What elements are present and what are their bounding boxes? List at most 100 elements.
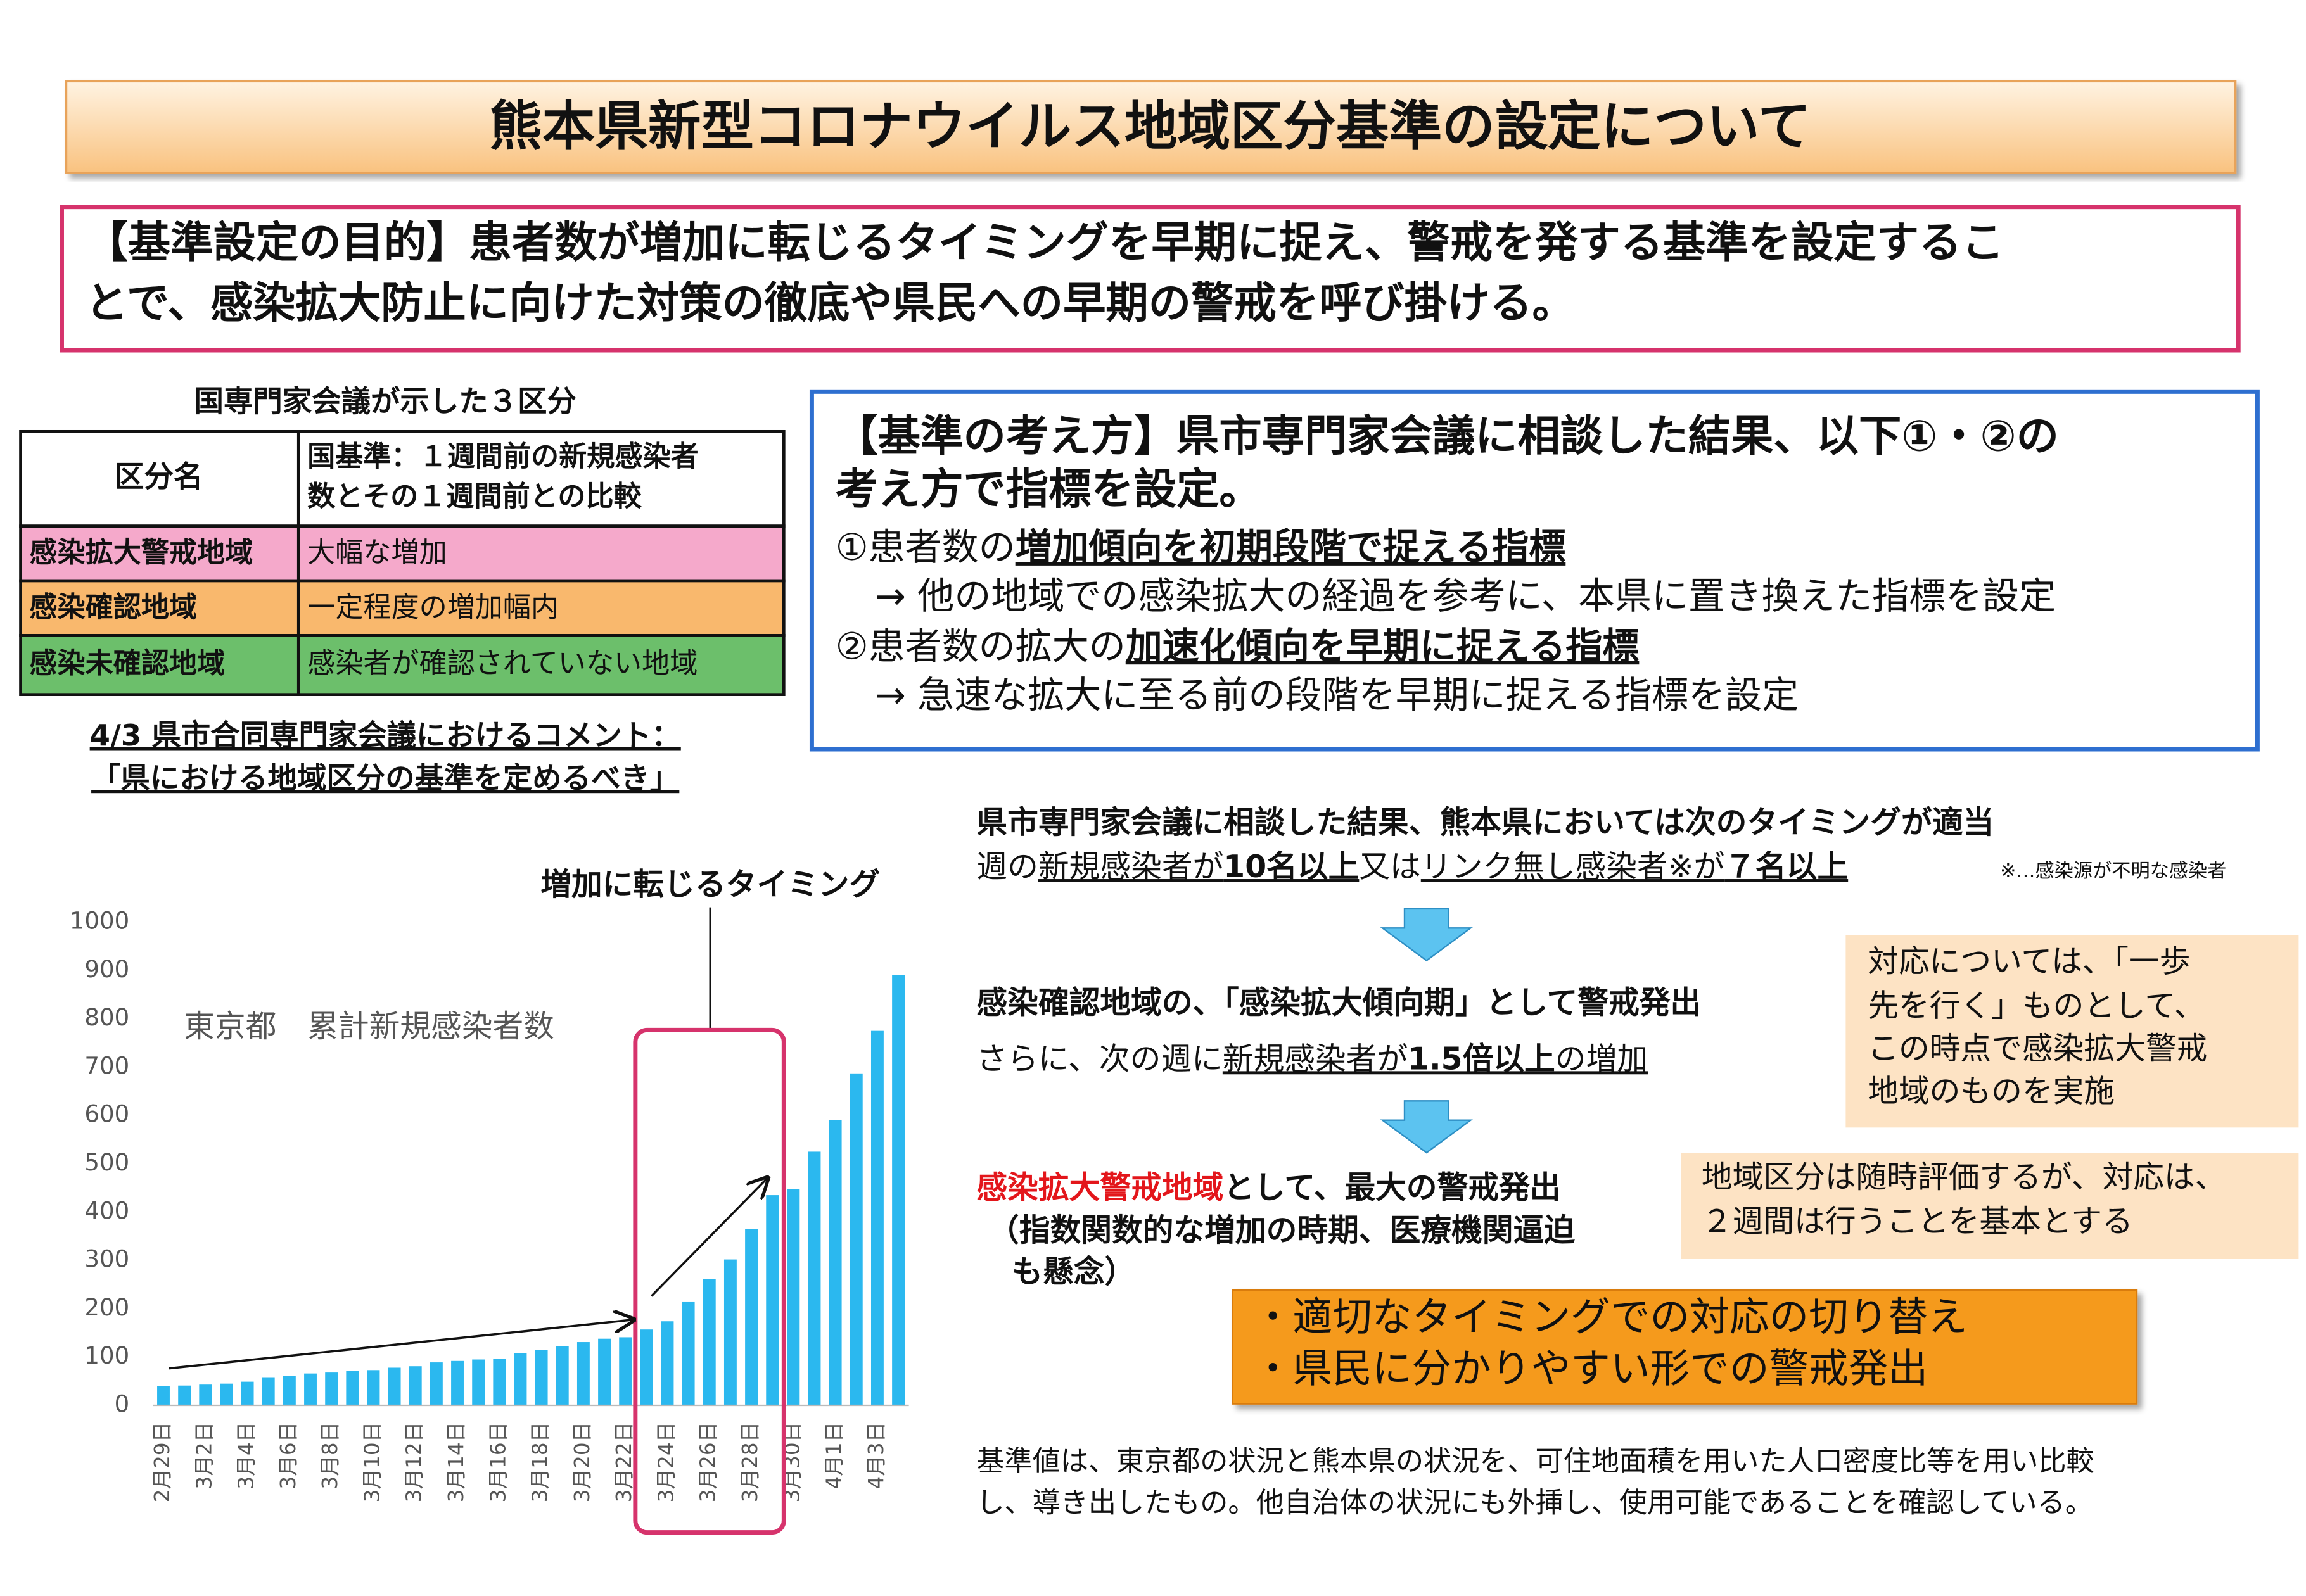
stage2-detail: （指数関数的な増加の時期、医療機関逼迫 <box>988 1212 1575 1248</box>
table-title: 国専門家会議が示した３区分 <box>194 384 576 418</box>
bar <box>283 1376 296 1405</box>
bar <box>409 1366 422 1405</box>
bar <box>829 1120 842 1405</box>
down-arrow <box>1380 1100 1473 1154</box>
bar <box>535 1350 548 1405</box>
chart-annotation: 増加に転じるタイミング <box>540 866 880 902</box>
criteria-part: 10名以上 <box>1223 849 1359 885</box>
y-tick-label: 800 <box>84 1003 129 1031</box>
x-tick-label: 3月8日 <box>318 1422 342 1490</box>
bar <box>598 1338 611 1405</box>
bar <box>787 1189 800 1405</box>
table-header: 数とその１週間前との比較 <box>307 480 642 512</box>
note-line: 地域区分は随時評価するが、対応は、 <box>1702 1159 2226 1195</box>
note-line: ２週間は行うことを基本とする <box>1702 1203 2133 1239</box>
title-bar <box>65 80 2237 174</box>
item-emphasis: 増加傾向を初期段階で捉える指標 <box>1016 526 1566 569</box>
table-cell: 感染確認地域 <box>29 591 197 623</box>
point: ・適切なタイミングでの対応の切り替え <box>1253 1294 1968 1340</box>
chart-title: 東京都 累計新規感染者数 <box>184 1008 554 1044</box>
trend-arrow <box>651 1178 767 1297</box>
table-cell: 感染未確認地域 <box>29 647 225 680</box>
x-tick-label: 3月14日 <box>444 1422 468 1503</box>
bar <box>682 1301 695 1405</box>
bar <box>157 1386 170 1405</box>
y-tick-label: 1000 <box>70 906 129 934</box>
table-header: 区分名 <box>115 459 203 493</box>
x-tick-label: 3月18日 <box>528 1422 552 1503</box>
criteria-part: 又は <box>1359 849 1420 885</box>
condition-part: 1.5倍以上 <box>1408 1041 1555 1077</box>
note-line: 対応については、「一歩 <box>1868 943 2190 979</box>
y-tick-label: 200 <box>84 1293 129 1321</box>
stage2-detail: も懸念） <box>1012 1253 1135 1289</box>
note-line: この時点で感染拡大警戒 <box>1868 1030 2207 1067</box>
comment-line: 4/3 県市合同専門家会議におけるコメント： <box>90 718 681 752</box>
approach-note: → 他の地域での感染拡大の経過を参考に、本県に置き換えた指標を設定 <box>875 574 2056 618</box>
x-tick-label: 3月10日 <box>360 1422 385 1503</box>
comment-line: 「県における地域区分の基準を定めるべき」 <box>91 761 679 795</box>
x-tick-label: 3月22日 <box>612 1422 636 1503</box>
timing-heading: 県市専門家会議に相談した結果、熊本県においては次のタイミングが適当 <box>976 804 1994 840</box>
bar <box>178 1385 191 1405</box>
bar <box>325 1372 338 1405</box>
approach-item: ①患者数の増加傾向を初期段階で捉える指標 <box>836 526 1566 569</box>
y-tick-label: 300 <box>84 1245 129 1273</box>
bar <box>556 1346 569 1405</box>
approach-box <box>809 389 2260 752</box>
approach-line: 考え方で指標を設定。 <box>836 464 1262 514</box>
stage2: 感染拡大警戒地域として、最大の警戒発出 <box>976 1169 1560 1205</box>
bar <box>723 1259 737 1405</box>
item-prefix: ②患者数の拡大の <box>836 624 1126 668</box>
table-cell: 大幅な増加 <box>307 536 447 569</box>
x-tick-label: 3月4日 <box>234 1422 258 1490</box>
stage1: 感染確認地域の、「感染拡大傾向期」として警戒発出 <box>976 985 1701 1021</box>
table-cell: 感染者が確認されていない地域 <box>307 647 698 680</box>
purpose-line: 【基準設定の目的】患者数が増加に転じるタイミングを早期に捉え、警戒を発する基準を… <box>86 217 2004 267</box>
bar <box>346 1371 359 1405</box>
bar <box>640 1329 653 1405</box>
note-box <box>1681 1153 2299 1259</box>
approach-item: ②患者数の拡大の加速化傾向を早期に捉える指標 <box>836 624 1640 668</box>
bar <box>220 1383 233 1405</box>
note-line: 先を行く」ものとして、 <box>1868 987 2205 1023</box>
x-tick-label: 3月26日 <box>696 1422 720 1503</box>
purpose-box <box>60 205 2241 353</box>
basis-line: し、導き出したもの。他自治体の状況にも外挿し、使用可能であることを確認している。 <box>976 1486 2093 1519</box>
note-line: 地域のものを実施 <box>1868 1074 2115 1110</box>
y-tick-label: 400 <box>84 1196 129 1224</box>
table-cell: 一定程度の増加幅内 <box>307 591 559 623</box>
condition-part: さらに、次の週に <box>976 1041 1222 1077</box>
bar <box>304 1373 317 1405</box>
bar <box>451 1360 464 1405</box>
x-tick-label: 3月2日 <box>192 1422 216 1490</box>
bar <box>241 1381 254 1405</box>
point: ・県民に分かりやすい形での警戒発出 <box>1253 1345 1928 1391</box>
note-box <box>1845 935 2299 1128</box>
approach-note: → 急速な拡大に至る前の段階を早期に捉える指標を設定 <box>875 673 1799 716</box>
y-tick-label: 900 <box>84 955 129 983</box>
item-prefix: ①患者数の <box>836 526 1016 569</box>
bar <box>745 1229 758 1405</box>
table-cell: 感染拡大警戒地域 <box>29 536 253 569</box>
y-tick-label: 600 <box>84 1100 129 1128</box>
bar <box>262 1378 275 1405</box>
bar <box>766 1195 779 1405</box>
x-tick-label: 3月20日 <box>570 1422 594 1503</box>
bar <box>850 1073 863 1405</box>
x-tick-label: 3月6日 <box>276 1422 300 1490</box>
chart: 4月3日4月1日3月30日3月28日3月26日3月24日3月22日3月20日3月… <box>70 866 909 1535</box>
bar <box>870 1030 884 1405</box>
bar <box>892 975 905 1405</box>
condition-part: 新規感染者が <box>1223 1041 1408 1077</box>
x-tick-label: 3月12日 <box>402 1422 426 1503</box>
basis-line: 基準値は、東京都の状況と熊本県の状況を、可住地面積を用いた人口密度比等を用い比較 <box>976 1445 2094 1478</box>
criteria-part: 新規感染者が <box>1038 849 1223 885</box>
down-arrow <box>1380 908 1473 962</box>
criteria-part: 週の <box>976 849 1038 885</box>
bar <box>576 1342 590 1405</box>
table <box>19 430 786 696</box>
points-box <box>1232 1289 2138 1405</box>
x-tick-label: 4月1日 <box>822 1422 846 1490</box>
